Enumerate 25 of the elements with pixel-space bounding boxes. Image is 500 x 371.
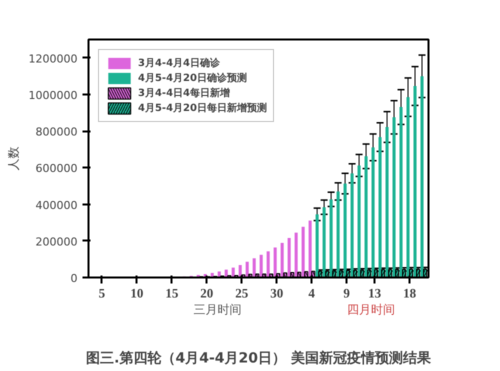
text: 四月时间	[347, 302, 396, 317]
y-tick-label: 0	[70, 272, 78, 285]
x-tick-label: 18	[403, 286, 417, 300]
y-axis-title: 人数	[6, 146, 21, 170]
x-tick-label: 25	[235, 286, 249, 300]
legend-label: 4月5-4月20日确诊预测	[138, 72, 247, 85]
x-tick-label: 4	[308, 286, 316, 300]
y-tick-label: 600000	[36, 162, 78, 176]
y-tick-label: 400000	[36, 198, 78, 212]
y-tick-label: 1000000	[28, 88, 78, 102]
y-tick-label: 1200000	[28, 52, 78, 66]
y-tick-label: 200000	[36, 235, 78, 248]
x-tick-label: 10	[130, 286, 144, 300]
legend-label: 4月5-4月20日每日新增预测	[138, 101, 267, 115]
y-tick-label: 800000	[36, 126, 78, 139]
legend-label: 3月4-4月4日确诊	[138, 56, 220, 70]
x-tick-label: 30	[270, 286, 284, 300]
x-tick-label: 13	[368, 286, 382, 300]
legend-label: 3月4-4日4每日新增	[138, 86, 230, 100]
x-tick-label: 15	[165, 286, 179, 300]
x-tick-label: 5	[98, 286, 106, 300]
x-tick-label: 9	[343, 286, 350, 300]
x-tick-label: 20	[200, 286, 214, 300]
text: 图三.第四轮（4月4-4月20日） 美国新冠疫情预测结果	[86, 350, 432, 366]
x-axis-title: 三月时间	[193, 302, 242, 317]
